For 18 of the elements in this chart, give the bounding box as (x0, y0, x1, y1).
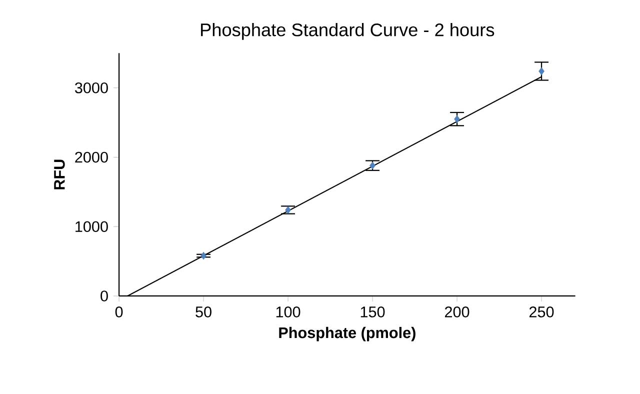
x-tick-label: 200 (444, 306, 470, 318)
x-tick-label: 0 (115, 306, 123, 318)
chart-title: Phosphate Standard Curve - 2 hours (201, 22, 494, 40)
point (285, 206, 291, 214)
x-tick-label: 150 (360, 306, 385, 318)
point (370, 162, 376, 170)
y-tick-label: 2000 (75, 152, 108, 163)
x-tick-label: 100 (276, 306, 300, 318)
x-tick-label: 250 (529, 306, 554, 318)
x-axis-title: Phosphate (pmole) (279, 326, 416, 342)
x-tick-label: 50 (196, 306, 212, 318)
point (454, 115, 460, 123)
y-tick-label: 1000 (76, 221, 108, 232)
point (538, 67, 544, 75)
point (200, 252, 206, 260)
y-tick-label: 0 (100, 290, 108, 302)
y-tick-label: 3000 (75, 82, 108, 94)
y-axis-title: RFU (54, 160, 65, 190)
